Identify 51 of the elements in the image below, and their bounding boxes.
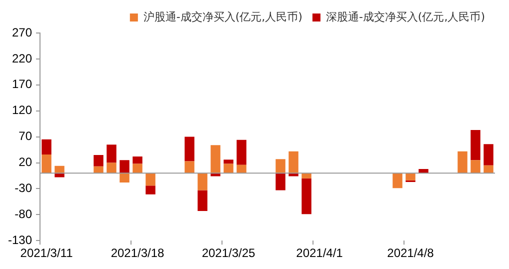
y-tick-label: 220 xyxy=(12,51,32,66)
bar xyxy=(120,173,130,182)
bar xyxy=(236,164,246,174)
bar xyxy=(146,173,156,186)
y-tick-label: 270 xyxy=(12,25,32,40)
bar xyxy=(484,165,494,174)
bar xyxy=(236,140,246,165)
y-tick-label: 70 xyxy=(18,129,32,144)
bar xyxy=(198,173,208,190)
x-tick-label: 2021/3/25 xyxy=(202,246,256,260)
bar xyxy=(224,164,234,174)
bar xyxy=(470,160,480,174)
bar xyxy=(210,145,220,174)
y-tick-label: 120 xyxy=(12,103,32,118)
bar xyxy=(276,159,286,174)
bar xyxy=(184,161,194,174)
bar xyxy=(42,154,52,174)
x-tick-label: 2021/3/18 xyxy=(110,246,165,260)
y-tick-label: -130 xyxy=(8,232,32,247)
y-tick-label: 170 xyxy=(12,77,32,92)
x-tick-label: 2021/3/11 xyxy=(20,246,74,260)
bar xyxy=(302,178,312,214)
bar xyxy=(288,151,298,174)
x-tick-label: 2021/4/1 xyxy=(296,246,344,260)
bar xyxy=(198,190,208,212)
x-tick-label: 2021/4/8 xyxy=(387,246,434,260)
bar xyxy=(94,154,104,166)
bar xyxy=(94,166,104,174)
bar xyxy=(458,151,468,174)
bar xyxy=(54,173,64,178)
legend-label: 沪股通-成交净买入(亿元,人民币) xyxy=(143,10,302,24)
bar xyxy=(184,136,194,162)
bar xyxy=(54,166,64,174)
bar xyxy=(106,144,116,163)
bar xyxy=(132,164,142,174)
y-tick-label: -30 xyxy=(14,181,32,196)
bar xyxy=(302,173,312,178)
bar xyxy=(132,156,142,164)
bar xyxy=(224,160,234,164)
bar xyxy=(146,186,156,194)
bar xyxy=(106,162,116,174)
legend-label: 深股通-成交净买入(亿元,人民币) xyxy=(326,10,486,24)
bar xyxy=(484,144,494,166)
y-tick-label: 20 xyxy=(18,155,32,170)
bar xyxy=(276,173,286,190)
bar xyxy=(392,173,402,188)
y-tick-label: -80 xyxy=(14,206,32,221)
bar xyxy=(470,130,480,160)
bar xyxy=(42,139,52,154)
bar xyxy=(406,173,416,180)
bar xyxy=(120,160,130,174)
